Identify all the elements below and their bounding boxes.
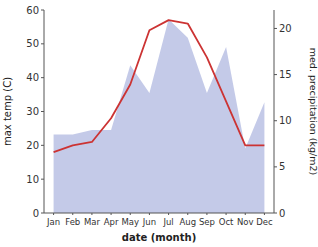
y2-tick	[274, 213, 277, 214]
y-tick-label: 60	[26, 5, 39, 16]
chart: 0 10 20 30 40 50 60 0 5 10 15 20 Jan Feb MarAprMayJun J…	[0, 0, 318, 247]
y-tick	[41, 213, 44, 214]
x-tick-label: Dec	[256, 217, 273, 227]
y2-tick-label: 5	[279, 161, 285, 172]
y2-axis-label: med. precipitation (kg/m2)	[308, 48, 318, 175]
precipitation-area	[54, 19, 265, 213]
y2-tick	[274, 28, 277, 29]
y2-tick	[274, 166, 277, 167]
x-tick-label: Oct	[219, 217, 234, 227]
x-tick	[130, 213, 131, 215]
y2-tick-label: 15	[279, 69, 292, 80]
y-tick-label: 10	[26, 174, 39, 185]
y2-tick-label: 0	[279, 208, 285, 219]
x-axis-line	[44, 213, 274, 214]
x-tick-label: Sep	[199, 217, 215, 227]
y-tick	[41, 10, 44, 11]
x-tick	[264, 213, 265, 215]
y-tick	[41, 77, 44, 78]
y-tick-label: 40	[26, 72, 39, 83]
y-tick	[41, 145, 44, 146]
x-axis-label: date (month)	[122, 232, 196, 243]
x-tick	[245, 213, 246, 215]
x-tick	[72, 213, 73, 215]
x-tick-label: Apr	[104, 217, 119, 227]
x-tick-label: Nov	[237, 217, 254, 227]
y-tick-label: 20	[26, 140, 39, 151]
plot-area	[54, 19, 265, 213]
x-tick	[149, 213, 150, 215]
x-tick-label: Mar	[84, 217, 101, 227]
y-tick-label: 50	[26, 38, 39, 49]
x-tick	[206, 213, 207, 215]
y-tick	[41, 179, 44, 180]
x-tick-label: Jul	[162, 217, 173, 227]
x-tick-label: May	[121, 217, 139, 227]
y-tick	[41, 111, 44, 112]
y2-tick	[274, 74, 277, 75]
x-tick	[168, 213, 169, 215]
y-tick	[41, 43, 44, 44]
y2-tick-label: 20	[279, 23, 292, 34]
temperature-line	[54, 20, 265, 152]
y-axis-label: max temp (C)	[2, 77, 13, 146]
x-tick-label: Jan	[46, 217, 60, 227]
y2-axis-line	[274, 10, 275, 213]
y-tick-label: 30	[26, 106, 39, 117]
x-tick-label: Jun	[142, 217, 156, 227]
y-tick-label: 0	[33, 208, 39, 219]
x-tick	[187, 213, 188, 215]
y2-tick-label: 10	[279, 115, 292, 126]
x-tick-label: Aug	[179, 217, 196, 227]
y2-tick	[274, 120, 277, 121]
x-tick	[53, 213, 54, 215]
x-tick-label: Feb	[65, 217, 80, 227]
x-tick	[91, 213, 92, 215]
x-tick	[111, 213, 112, 215]
x-tick	[226, 213, 227, 215]
